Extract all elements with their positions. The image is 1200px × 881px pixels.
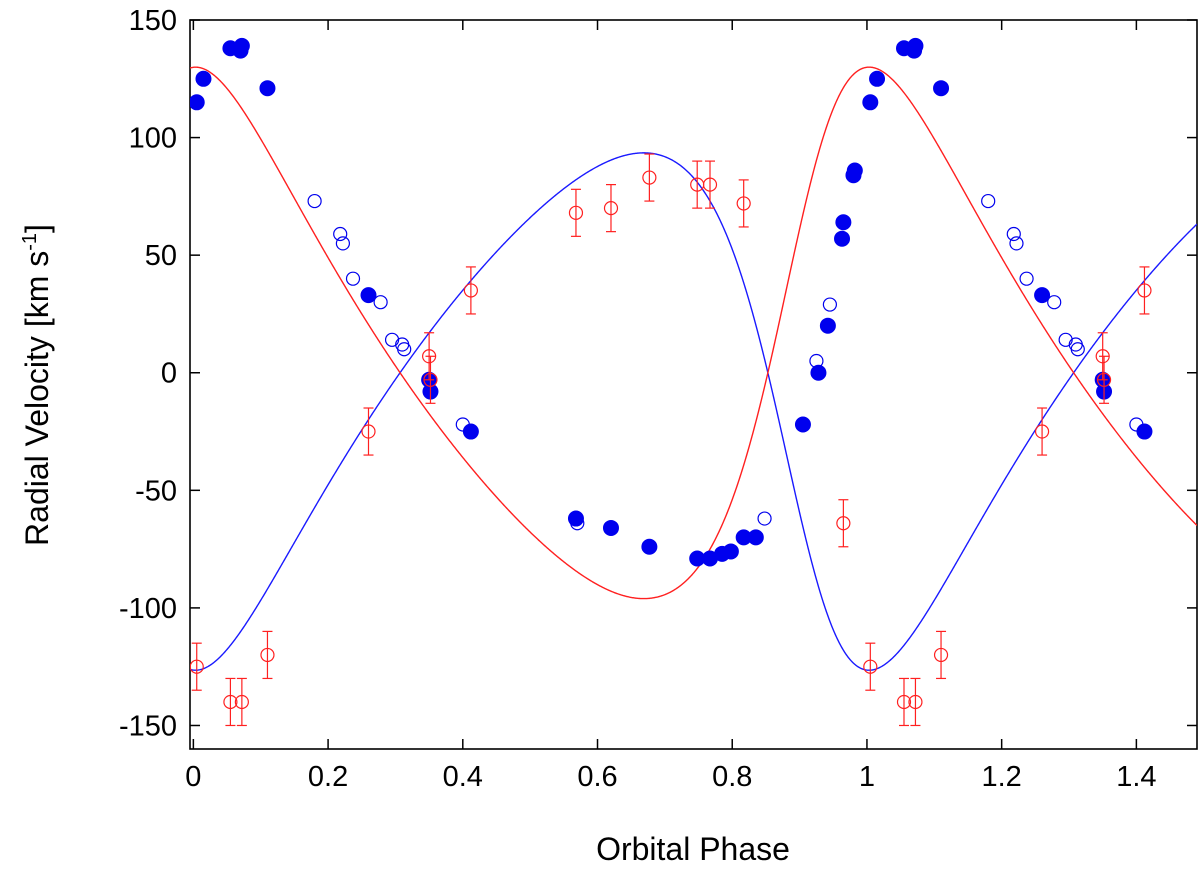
secondary-open-point (234, 694, 249, 710)
y-tick-label: 150 (129, 5, 177, 37)
primary-filled-point (360, 287, 377, 304)
primary-filled-point (1034, 287, 1051, 304)
secondary-open-point (1095, 349, 1110, 364)
x-tick-label: 1 (859, 761, 875, 793)
primary-filled-point (190, 94, 205, 111)
secondary-open-point (836, 516, 851, 531)
secondary-open-point (642, 170, 657, 185)
secondary-open-point (603, 201, 619, 216)
primary-filled-point (233, 37, 250, 54)
primary-open-point (335, 236, 351, 251)
primary-filled-point (835, 214, 852, 231)
primary-open-point (345, 271, 361, 286)
y-axis-label-close: ] (19, 224, 55, 233)
primary-open-point (1058, 332, 1073, 347)
secondary-open-point (463, 283, 478, 298)
secondary-open-point (223, 694, 238, 710)
primary-filled-point (1136, 423, 1153, 440)
primary-filled-point (567, 510, 584, 527)
primary-filled-point (907, 37, 924, 54)
secondary-open-point (933, 647, 949, 663)
x-tick-label: 0.6 (577, 761, 617, 793)
secondary-open-point (423, 372, 438, 387)
x-tick-label: 0.4 (443, 761, 483, 793)
primary-open-point (384, 332, 400, 347)
primary-filled-point (933, 80, 950, 97)
secondary-open-point (568, 205, 584, 220)
primary-filled-point (846, 162, 863, 179)
x-tick-label: 0.8 (712, 761, 752, 793)
primary-filled-point (722, 543, 739, 560)
primary-filled-point (602, 519, 619, 536)
y-axis-label-superscript: -1 (19, 233, 41, 251)
secondary-open-point (422, 349, 437, 364)
y-tick-label: 100 (129, 123, 177, 155)
x-tick-label: 1.2 (981, 761, 1021, 793)
primary-open-point (397, 342, 412, 357)
secondary-open-point (896, 694, 912, 710)
primary-open-point (1019, 271, 1034, 286)
y-tick-label: -50 (135, 475, 177, 507)
x-tick-label: 0.2 (308, 761, 348, 793)
primary-open-point (822, 297, 837, 312)
primary-open-point (373, 295, 388, 310)
primary-filled-point (834, 230, 851, 247)
primary-filled-point (794, 416, 811, 433)
y-tick-label: 50 (145, 240, 177, 272)
primary-open-point (455, 417, 470, 432)
primary-model-curve (190, 152, 1197, 671)
primary-open-point (981, 193, 996, 209)
x-tick-label: 0 (185, 761, 201, 793)
x-tick-label: 1.4 (1116, 761, 1156, 793)
primary-open-point (1006, 226, 1021, 242)
plot-frame (189, 19, 1198, 750)
secondary-model-curve (190, 66, 1197, 600)
model-curves (190, 66, 1197, 671)
secondary-open-point (863, 659, 878, 674)
primary-filled-point (869, 70, 886, 87)
data-points (190, 37, 1153, 727)
primary-open-point (570, 516, 585, 531)
primary-filled-point (195, 70, 212, 87)
primary-filled-point (819, 317, 836, 334)
primary-open-point (1009, 236, 1024, 251)
secondary-open-point (736, 196, 751, 211)
primary-filled-point (862, 94, 879, 111)
secondary-open-point (361, 424, 376, 439)
primary-open-point (1129, 417, 1144, 432)
primary-filled-point (259, 80, 276, 97)
y-tick-label: -150 (119, 710, 177, 742)
secondary-open-point (702, 177, 718, 192)
primary-open-point (307, 193, 322, 209)
primary-filled-point (462, 423, 479, 440)
secondary-open-point (1137, 283, 1152, 298)
y-tick-label: 0 (161, 358, 177, 390)
y-axis-label: Radial Velocity [km s-1] (19, 224, 55, 546)
primary-filled-point (641, 538, 658, 555)
secondary-open-point (260, 647, 275, 663)
axis-ticks: 0 0.2 0.4 0.6 0.8 1 1.2 1.4 150 100 50 0 -50 -100 -150 (119, 5, 1197, 793)
primary-open-point (757, 511, 772, 526)
secondary-open-point (1034, 424, 1050, 439)
y-tick-label: -100 (119, 593, 177, 625)
primary-open-point (809, 353, 824, 369)
primary-open-point (333, 226, 348, 242)
primary-open-point (1070, 342, 1085, 357)
x-axis-label: Orbital Phase (596, 831, 790, 867)
primary-filled-point (747, 529, 764, 546)
secondary-open-point (190, 659, 204, 674)
secondary-open-point (1096, 372, 1112, 387)
y-axis-label-main: Radial Velocity [km s (19, 251, 55, 546)
primary-open-point (1047, 295, 1062, 310)
primary-filled-point (810, 364, 827, 381)
secondary-open-point (908, 694, 923, 710)
